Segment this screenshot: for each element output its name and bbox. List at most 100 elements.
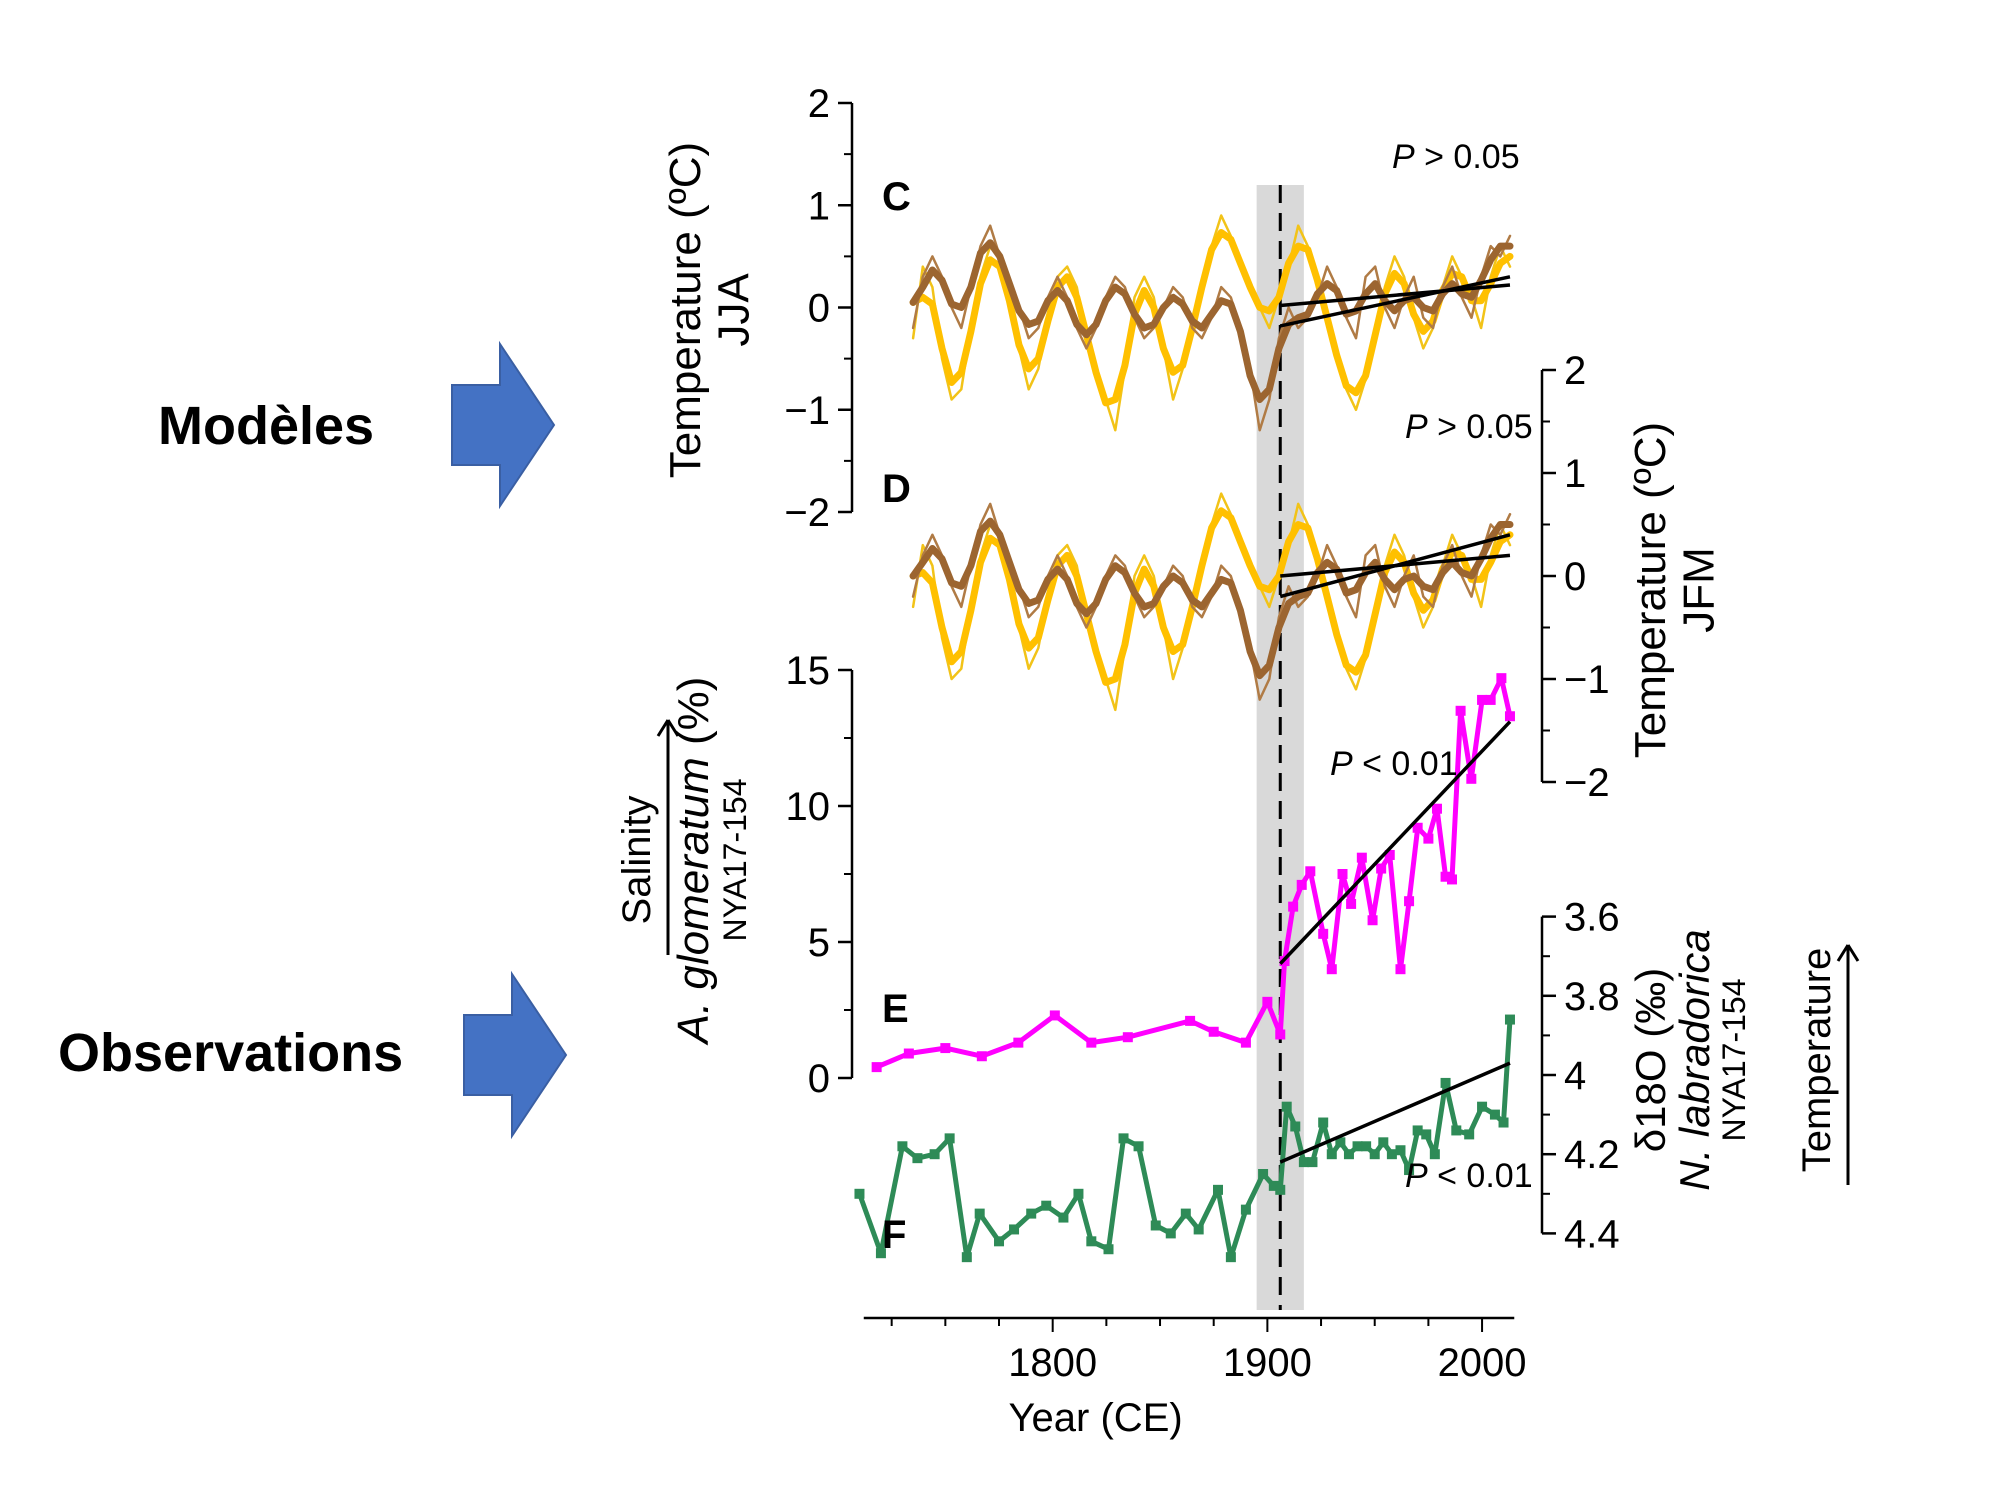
data-point [1305,866,1316,877]
y-tick-label: 4.4 [1564,1212,1620,1256]
y-tick-label: 1 [808,184,830,228]
series-thick-line [909,517,1514,680]
data-point [1326,1149,1337,1160]
temperature-arrow-head [1836,944,1860,962]
data-point [1118,1133,1129,1144]
data-point [1009,1224,1020,1235]
data-point [1378,1137,1389,1148]
data-point [1150,1220,1161,1231]
data-point [1288,901,1299,912]
panel-letter: D [882,467,911,511]
data-point [1356,852,1367,863]
data-point [1440,1077,1451,1088]
temperature-text: Temperature [1795,948,1839,1173]
p-value-annotation: P > 0.05 [1392,138,1520,176]
data-point [1281,1101,1292,1112]
data-point [1013,1037,1024,1048]
data-point [1421,1129,1432,1140]
y-axis-title-c: Temperature (ºC) JJA [661,142,758,478]
series-line [874,675,1513,1070]
data-point [1412,1125,1423,1136]
y-tick-label: 4 [1564,1054,1586,1098]
p-value-annotation: P < 0.01 [1405,1157,1533,1195]
data-point [1133,1141,1144,1152]
observations-label: Observations [58,1023,404,1083]
data-point [1185,1015,1196,1026]
y-tick-label: −1 [1564,658,1610,702]
series-thick-line [909,229,1514,407]
data-point [1395,964,1406,975]
data-point [1455,705,1466,716]
data-point [961,1252,972,1263]
trend-line [1280,553,1511,578]
data-point [1268,1180,1279,1191]
data-point [1447,874,1458,885]
data-point [1307,1157,1318,1168]
data-point [944,1133,955,1144]
data-point [1431,803,1442,814]
data-point [1208,1026,1219,1037]
data-point [1298,1157,1309,1168]
y-axis-title-d-line: Temperature (ºC) [1626,422,1675,758]
data-point [1049,1010,1060,1021]
data-point [1477,1101,1488,1112]
y-tick-label: −2 [1564,761,1610,805]
y-axis-title-f-line: N. labradorica [1671,929,1718,1190]
y-axis-title-d: Temperature (ºC) JFM [1626,422,1723,758]
x-tick-label: 2000 [1438,1341,1527,1385]
data-point [974,1208,985,1219]
data-point [1496,673,1507,684]
y-tick-label: −1 [784,389,830,433]
data-point [1440,871,1451,882]
y-tick-label: 4.2 [1564,1133,1620,1177]
y-axis-title-d-line: JFM [1674,547,1723,633]
data-point [1485,694,1496,705]
data-point [875,1248,886,1259]
y-tick-label: 10 [786,785,831,829]
data-point [1404,1165,1415,1176]
data-point [1429,1149,1440,1160]
salinity-text: Salinity [615,796,659,925]
data-point [976,1051,987,1062]
observations-arrow-icon [463,970,568,1140]
data-point [1212,1184,1223,1195]
data-point [1367,915,1378,926]
data-point [1498,1117,1509,1128]
y-tick-label: 2 [808,82,830,126]
y-axis-title-f-line: NYA17-154 [1716,978,1752,1141]
data-point [1290,1121,1301,1132]
trend-line [1279,275,1511,328]
data-point [1489,1109,1500,1120]
y-tick-label: 0 [1564,555,1586,599]
data-point [1346,898,1357,909]
y-tick-label: 3.6 [1564,896,1620,940]
data-point [1384,849,1395,860]
data-point [1240,1204,1251,1215]
data-point [1386,1149,1397,1160]
data-point [1180,1208,1191,1219]
data-point [1343,1149,1354,1160]
data-point [912,1153,923,1164]
data-point [1193,1224,1204,1235]
y-tick-label: 3.8 [1564,975,1620,1019]
data-point [854,1188,865,1199]
y-tick-label: −2 [784,491,830,535]
data-point [1058,1212,1069,1223]
data-point [1073,1188,1084,1199]
data-point [1369,1149,1380,1160]
y-axis-title-c-line: JJA [709,273,758,347]
data-point [1041,1200,1052,1211]
data-point [1337,869,1348,879]
data-point [1122,1032,1133,1043]
data-point [1423,833,1434,844]
data-point [1361,1141,1372,1152]
data-point [1464,1129,1475,1140]
trend-line [1280,283,1511,308]
data-point [1225,1252,1236,1263]
data-point [1335,1137,1346,1148]
models-label: Modèles [158,396,375,456]
data-point [1026,1208,1037,1219]
data-point [1477,694,1488,705]
